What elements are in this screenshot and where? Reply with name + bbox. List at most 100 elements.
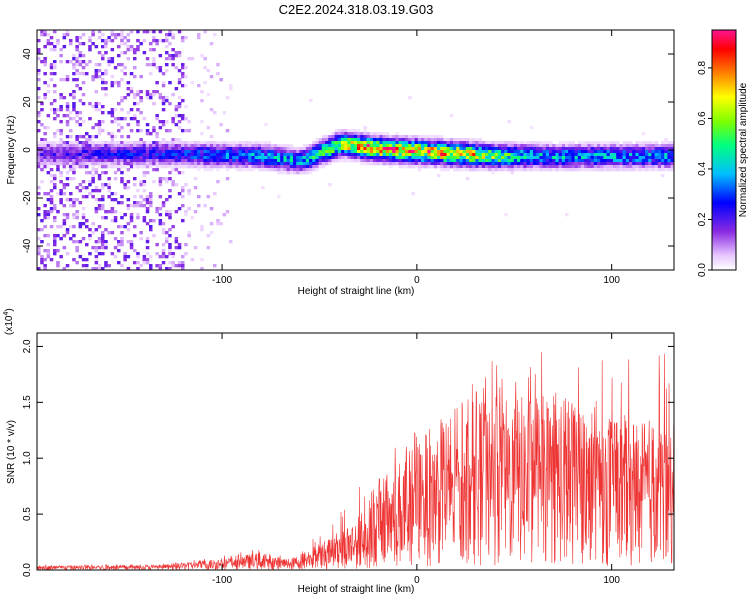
heatmap-cell bbox=[651, 144, 655, 148]
heatmap-cell bbox=[293, 165, 297, 169]
heatmap-cell bbox=[69, 144, 73, 148]
heatmap-cell bbox=[398, 162, 403, 166]
heatmap-cell bbox=[331, 144, 335, 148]
heatmap-cell bbox=[107, 162, 111, 166]
heatmap-cell bbox=[91, 105, 95, 109]
heatmap-cell bbox=[405, 162, 409, 166]
heatmap-cell bbox=[187, 231, 191, 235]
heatmap-cell bbox=[597, 144, 601, 148]
heatmap-cell bbox=[593, 159, 598, 163]
heatmap-cell bbox=[625, 168, 630, 172]
heatmap-cell bbox=[184, 117, 188, 121]
heatmap-cell bbox=[49, 48, 54, 52]
heatmap-cell bbox=[174, 123, 179, 127]
heatmap-cell bbox=[203, 66, 207, 70]
heatmap-cell bbox=[113, 33, 118, 37]
heatmap-cell bbox=[232, 159, 236, 163]
heatmap-cell bbox=[49, 141, 54, 145]
heatmap-cell bbox=[193, 147, 198, 151]
heatmap-cell bbox=[81, 156, 86, 160]
heatmap-cell bbox=[254, 150, 259, 154]
heatmap-cell bbox=[654, 144, 659, 148]
heatmap-cell bbox=[126, 228, 131, 232]
heatmap-cell bbox=[177, 150, 182, 154]
heatmap-cell bbox=[581, 165, 585, 169]
heatmap-cell bbox=[209, 222, 214, 226]
heatmap-cell bbox=[241, 153, 246, 157]
heatmap-cell bbox=[75, 162, 79, 166]
heatmap-cell bbox=[437, 150, 441, 154]
y-tick-label: 2.0 bbox=[22, 339, 33, 353]
heatmap-cell bbox=[411, 144, 415, 148]
heatmap-cell bbox=[443, 153, 447, 157]
heatmap-cell bbox=[520, 165, 524, 169]
heatmap-cell bbox=[200, 132, 204, 136]
heatmap-cell bbox=[113, 150, 118, 154]
heatmap-cell bbox=[75, 216, 79, 220]
heatmap-cell bbox=[542, 162, 547, 166]
heatmap-cell bbox=[133, 159, 137, 163]
heatmap-cell bbox=[46, 234, 51, 238]
heatmap-cell bbox=[161, 96, 166, 100]
heatmap-cell bbox=[75, 165, 79, 169]
heatmap-cell bbox=[443, 147, 447, 151]
heatmap-cell bbox=[241, 141, 246, 145]
heatmap-cell bbox=[299, 168, 303, 172]
heatmap-cell bbox=[254, 165, 259, 169]
heatmap-cell bbox=[113, 135, 118, 139]
heatmap-cell bbox=[337, 153, 342, 157]
heatmap-cell bbox=[529, 162, 534, 166]
heatmap-cell bbox=[110, 162, 115, 166]
heatmap-cell bbox=[661, 147, 665, 151]
heatmap-cell bbox=[91, 189, 95, 193]
heatmap-cell bbox=[248, 141, 252, 145]
heatmap-cell bbox=[235, 153, 239, 157]
heatmap-cell bbox=[152, 48, 156, 52]
heatmap-cell bbox=[558, 156, 563, 160]
heatmap-cell bbox=[152, 93, 156, 97]
heatmap-cell bbox=[401, 159, 406, 163]
heatmap-cell bbox=[133, 147, 137, 151]
heatmap-cell bbox=[126, 87, 131, 91]
heatmap-cell bbox=[75, 240, 79, 244]
heatmap-cell bbox=[504, 159, 508, 163]
heatmap-cell bbox=[62, 45, 67, 49]
heatmap-cell bbox=[648, 141, 652, 145]
heatmap-cell bbox=[497, 168, 502, 172]
heatmap-cell bbox=[325, 153, 329, 157]
heatmap-cell bbox=[81, 186, 86, 190]
heatmap-cell bbox=[574, 147, 579, 151]
heatmap-cell bbox=[152, 30, 156, 34]
heatmap-cell bbox=[113, 120, 118, 124]
heatmap-cell bbox=[670, 165, 674, 169]
heatmap-cell bbox=[408, 96, 412, 100]
heatmap-cell bbox=[184, 66, 188, 70]
heatmap-cell bbox=[72, 225, 76, 229]
heatmap-cell bbox=[75, 261, 79, 265]
heatmap-cell bbox=[161, 72, 166, 76]
heatmap-cell bbox=[373, 147, 377, 151]
heatmap-cell bbox=[200, 258, 204, 262]
heatmap-cell bbox=[235, 147, 239, 151]
heatmap-cell bbox=[129, 129, 134, 133]
heatmap-cell bbox=[117, 123, 121, 127]
heatmap-cell bbox=[254, 147, 259, 151]
heatmap-cell bbox=[69, 111, 73, 115]
heatmap-cell bbox=[197, 162, 201, 166]
heatmap-cell bbox=[549, 156, 553, 160]
heatmap-cell bbox=[117, 249, 121, 253]
heatmap-cell bbox=[443, 168, 447, 172]
heatmap-cell bbox=[315, 153, 319, 157]
heatmap-cell bbox=[40, 168, 44, 172]
heatmap-cell bbox=[277, 144, 281, 148]
heatmap-cell bbox=[72, 72, 76, 76]
heatmap-cell bbox=[142, 204, 147, 208]
heatmap-cell bbox=[152, 57, 156, 61]
heatmap-cell bbox=[283, 159, 287, 163]
heatmap-cell bbox=[353, 153, 358, 157]
heatmap-cell bbox=[216, 150, 220, 154]
heatmap-cell bbox=[94, 150, 99, 154]
heatmap-cell bbox=[72, 57, 76, 61]
heatmap-cell bbox=[542, 147, 547, 151]
heatmap-cell bbox=[350, 144, 355, 148]
